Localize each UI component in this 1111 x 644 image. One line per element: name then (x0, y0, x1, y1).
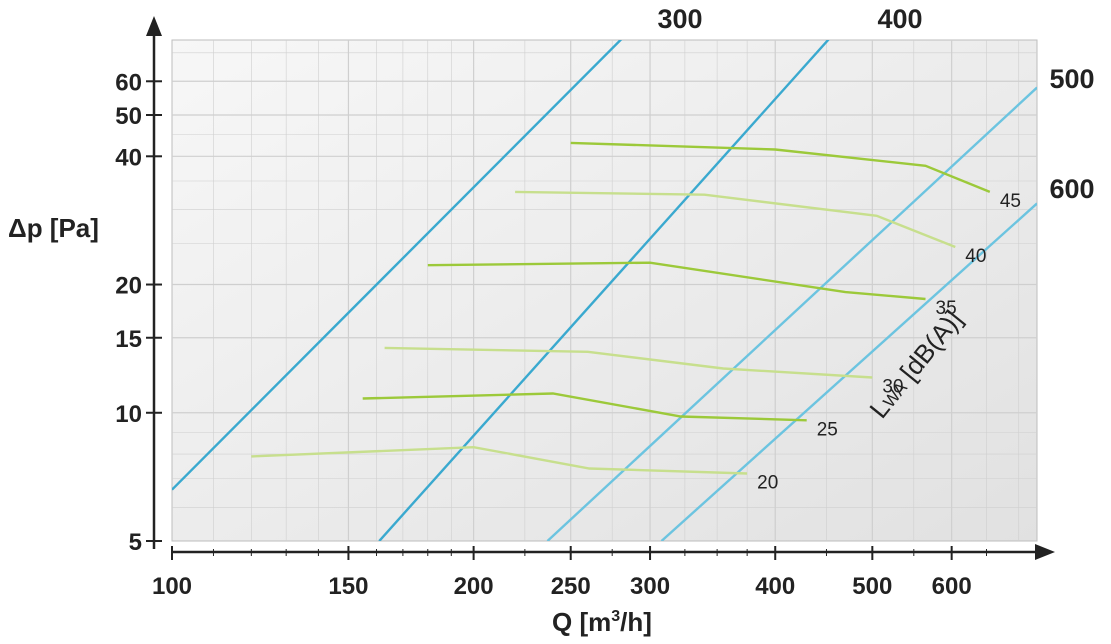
speed-line-300 (172, 40, 623, 491)
sound-curve-label-20: 20 (757, 473, 778, 494)
x-tick-label: 100 (152, 573, 192, 600)
sound-curve-30 (384, 346, 873, 379)
sound-curve-45 (570, 141, 991, 194)
sound-curve-label-25: 25 (817, 419, 838, 440)
speed-line-600 (660, 202, 1037, 541)
x-tick-label: 400 (755, 573, 795, 600)
x-axis-arrow (1035, 544, 1055, 560)
x-axis-title: Q [m3/h] (552, 607, 652, 637)
x-tick-label: 150 (328, 573, 368, 600)
speed-label-300: 300 (657, 4, 702, 34)
sound-curve-35 (427, 261, 926, 301)
y-tick-label: 60 (115, 69, 142, 96)
x-tick-label: 300 (630, 573, 670, 600)
speed-line-400 (378, 40, 830, 541)
x-tick-label: 200 (454, 573, 494, 600)
y-tick-label: 50 (115, 103, 142, 130)
sound-curve-label-45: 45 (1000, 191, 1021, 212)
x-tick-label: 600 (932, 573, 972, 600)
speed-label-600: 600 (1049, 174, 1094, 204)
sound-curve-label-35: 35 (936, 298, 957, 319)
y-tick-label: 40 (115, 144, 142, 171)
sound-curve-20 (251, 445, 748, 475)
x-tick-label: 250 (551, 573, 591, 600)
grid (172, 40, 1037, 541)
speed-label-400: 400 (877, 4, 922, 34)
fan-speed-lines (172, 40, 1037, 541)
sound-curve-25 (362, 392, 807, 422)
y-tick-label: 20 (115, 273, 142, 300)
labels: 100 150 200 250 300 400 500 600 5 10 15 20 40 50 60 300… (115, 4, 1094, 600)
sound-curve-label-30: 30 (882, 376, 903, 397)
sound-curve-40 (515, 190, 956, 249)
y-tick-label: 5 (129, 529, 142, 556)
speed-line-500 (546, 86, 1037, 541)
sound-level-curves (251, 141, 991, 475)
y-axis-title: Δp [Pa] (8, 213, 99, 243)
speed-label-500: 500 (1049, 64, 1094, 94)
sound-curve-label-40: 40 (965, 246, 986, 267)
y-tick-label: 15 (115, 326, 142, 353)
y-axis-arrow (146, 16, 162, 36)
y-tick-label: 10 (115, 401, 142, 428)
axes (146, 16, 1055, 560)
x-tick-label: 500 (852, 573, 892, 600)
